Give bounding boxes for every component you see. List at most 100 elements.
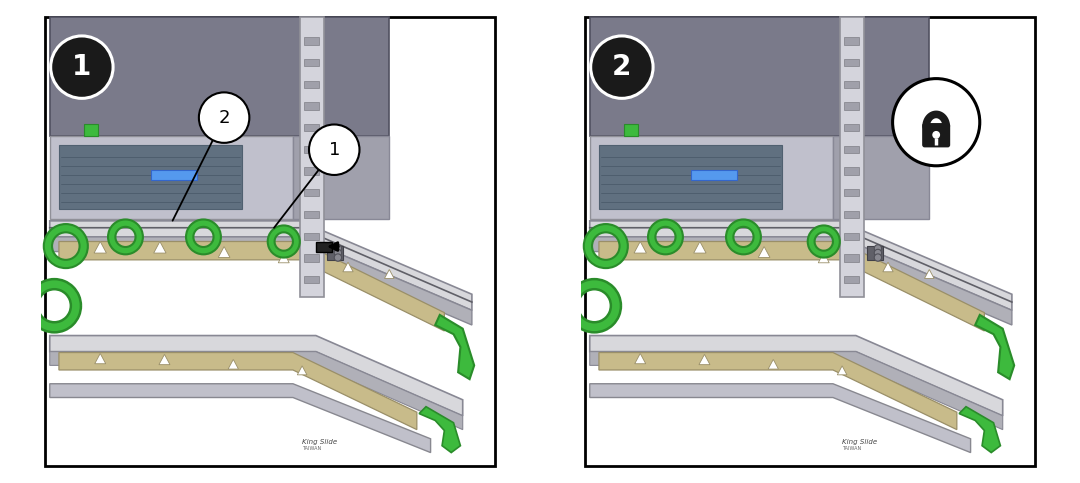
Circle shape — [51, 36, 113, 99]
Polygon shape — [293, 136, 389, 218]
Polygon shape — [634, 242, 647, 253]
Polygon shape — [50, 384, 431, 453]
Circle shape — [591, 36, 653, 99]
Wedge shape — [808, 226, 840, 257]
Bar — [843, 146, 859, 153]
Polygon shape — [590, 136, 833, 218]
Polygon shape — [95, 354, 106, 364]
FancyBboxPatch shape — [585, 16, 1035, 467]
Polygon shape — [84, 125, 98, 136]
Text: 2: 2 — [612, 53, 632, 81]
Bar — [303, 276, 319, 283]
Circle shape — [892, 79, 980, 166]
Polygon shape — [768, 359, 779, 369]
Polygon shape — [94, 242, 107, 253]
Bar — [843, 124, 859, 131]
Circle shape — [334, 254, 341, 261]
Bar — [843, 168, 859, 175]
Polygon shape — [635, 354, 646, 364]
Bar — [303, 81, 319, 88]
Circle shape — [309, 125, 360, 175]
Polygon shape — [159, 355, 170, 365]
Bar — [840, 16, 864, 297]
Polygon shape — [599, 242, 984, 331]
Polygon shape — [419, 407, 460, 453]
Polygon shape — [435, 315, 474, 379]
Polygon shape — [691, 170, 737, 181]
Wedge shape — [28, 279, 81, 332]
Circle shape — [874, 254, 881, 261]
Bar — [303, 124, 319, 131]
Circle shape — [334, 245, 341, 252]
Polygon shape — [693, 242, 706, 253]
Bar — [303, 254, 319, 262]
Bar — [843, 232, 859, 240]
Text: 1: 1 — [328, 141, 340, 159]
Polygon shape — [315, 242, 332, 252]
Bar — [300, 16, 324, 297]
Polygon shape — [50, 221, 472, 311]
Polygon shape — [297, 366, 307, 375]
Polygon shape — [624, 125, 638, 136]
Text: 1: 1 — [72, 53, 92, 81]
Polygon shape — [758, 246, 770, 257]
Polygon shape — [590, 352, 1002, 430]
Polygon shape — [218, 246, 230, 257]
Text: TAIWAN: TAIWAN — [302, 446, 322, 452]
Wedge shape — [584, 224, 627, 268]
Polygon shape — [59, 242, 444, 331]
Wedge shape — [186, 219, 221, 255]
Polygon shape — [50, 16, 389, 136]
Wedge shape — [108, 219, 143, 255]
Bar — [303, 168, 319, 175]
Bar — [843, 59, 859, 66]
Bar — [303, 59, 319, 66]
Polygon shape — [50, 336, 462, 416]
Circle shape — [874, 245, 881, 252]
Bar — [843, 102, 859, 110]
Polygon shape — [959, 407, 1000, 453]
Polygon shape — [599, 353, 957, 430]
Bar — [843, 211, 859, 218]
Polygon shape — [279, 253, 289, 263]
Polygon shape — [599, 145, 783, 210]
Polygon shape — [50, 136, 293, 218]
Polygon shape — [837, 366, 847, 375]
Polygon shape — [342, 262, 353, 272]
Polygon shape — [384, 270, 394, 279]
Polygon shape — [228, 359, 239, 369]
FancyBboxPatch shape — [45, 16, 495, 467]
Polygon shape — [867, 246, 883, 260]
Wedge shape — [568, 279, 621, 332]
Polygon shape — [590, 384, 971, 453]
Polygon shape — [59, 353, 417, 430]
Polygon shape — [819, 253, 829, 263]
Polygon shape — [151, 170, 197, 181]
Wedge shape — [648, 219, 683, 255]
Polygon shape — [590, 16, 929, 136]
Bar — [303, 211, 319, 218]
FancyBboxPatch shape — [923, 124, 949, 147]
Text: TAIWAN: TAIWAN — [842, 446, 862, 452]
Polygon shape — [924, 270, 934, 279]
Polygon shape — [882, 262, 893, 272]
Wedge shape — [268, 226, 300, 257]
Polygon shape — [50, 352, 462, 430]
Bar — [303, 232, 319, 240]
Wedge shape — [44, 224, 87, 268]
Polygon shape — [699, 355, 710, 365]
Polygon shape — [50, 237, 472, 325]
Circle shape — [199, 92, 249, 143]
Polygon shape — [590, 336, 1002, 416]
Polygon shape — [327, 246, 343, 260]
Bar — [303, 189, 319, 197]
Polygon shape — [975, 315, 1014, 379]
Bar — [303, 146, 319, 153]
Bar — [843, 189, 859, 197]
Polygon shape — [833, 136, 929, 218]
Circle shape — [334, 249, 341, 256]
Bar — [303, 102, 319, 110]
Polygon shape — [590, 237, 1012, 325]
Text: 2: 2 — [218, 109, 230, 127]
Polygon shape — [59, 145, 243, 210]
